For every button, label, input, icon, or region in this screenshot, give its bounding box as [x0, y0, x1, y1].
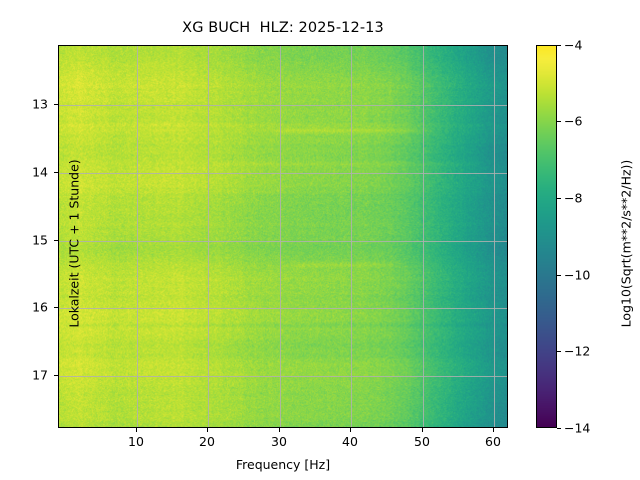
y-tick-label: 17	[32, 367, 48, 383]
colorbar-tick-mark	[557, 275, 561, 276]
spectrogram-plot-area[interactable]	[58, 45, 508, 428]
page-title: XG BUCH HLZ: 2025-12-13	[182, 20, 384, 36]
colorbar[interactable]	[536, 45, 557, 428]
colorbar-tick-label: −14	[564, 420, 591, 436]
colorbar-tick-label: −12	[564, 343, 591, 359]
spectrogram-image	[59, 46, 507, 427]
colorbar-tick-mark	[557, 198, 561, 199]
colorbar-tick-label: −6	[564, 113, 583, 129]
y-tick-label: 15	[32, 232, 48, 248]
x-tick-label: 20	[199, 434, 215, 449]
colorbar-gradient	[537, 46, 556, 427]
x-tick-mark	[279, 428, 280, 432]
colorbar-tick-mark	[557, 45, 561, 46]
x-tick-mark	[422, 428, 423, 432]
x-tick-mark	[350, 428, 351, 432]
y-tick-mark	[54, 172, 58, 173]
y-tick-mark	[54, 104, 58, 105]
x-tick-label: 60	[485, 434, 501, 449]
colorbar-tick-label: −4	[564, 37, 583, 53]
colorbar-tick-label: −8	[564, 190, 583, 206]
y-tick-mark	[54, 240, 58, 241]
y-tick-mark	[54, 375, 58, 376]
y-tick-label: 14	[32, 164, 48, 180]
colorbar-tick-mark	[557, 351, 561, 352]
colorbar-tick-mark	[557, 428, 561, 429]
x-tick-label: 50	[414, 434, 430, 449]
x-tick-label: 40	[342, 434, 358, 449]
colorbar-tick-label: −10	[564, 267, 591, 283]
colorbar-label: Log10(Sqrt(m**2/s**2/Hz))	[618, 159, 634, 328]
y-tick-label: 16	[32, 299, 48, 315]
y-tick-mark	[54, 307, 58, 308]
x-tick-label: 10	[128, 434, 144, 449]
x-tick-label: 30	[271, 434, 287, 449]
colorbar-tick-mark	[557, 121, 561, 122]
x-tick-mark	[136, 428, 137, 432]
x-tick-mark	[493, 428, 494, 432]
x-axis-label: Frequency [Hz]	[235, 457, 331, 472]
x-tick-mark	[207, 428, 208, 432]
y-axis-label: Lokalzeit (UTC + 1 Stunde)	[66, 159, 82, 328]
y-tick-label: 13	[32, 96, 48, 112]
